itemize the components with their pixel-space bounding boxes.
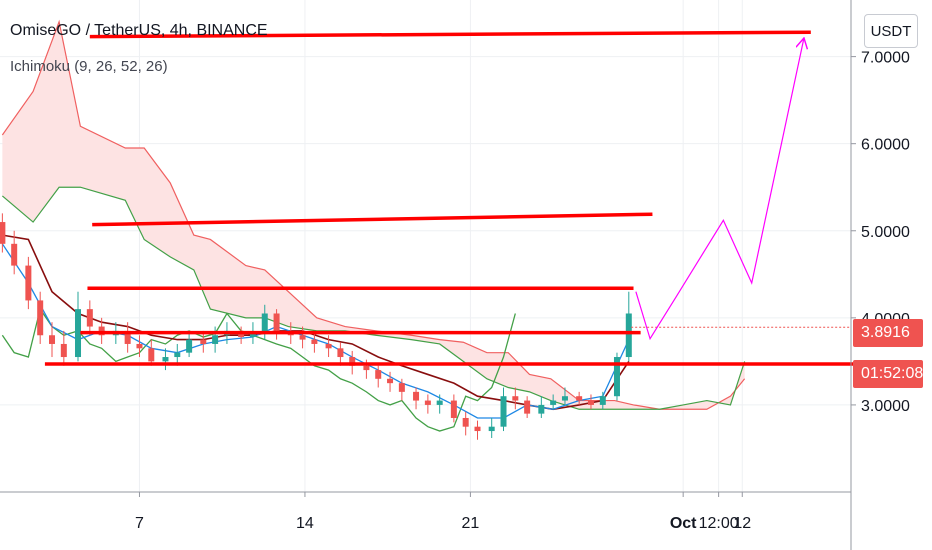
candle-body — [186, 339, 193, 353]
candle-body — [538, 404, 545, 414]
candle-body — [550, 400, 557, 405]
candle-body — [174, 352, 181, 358]
candle-body — [60, 343, 67, 358]
candle-body — [261, 313, 268, 334]
drawn-levels — [44, 30, 906, 366]
candle-body — [387, 378, 394, 384]
candle-body — [86, 309, 93, 327]
candle-body — [273, 313, 280, 331]
candle-body — [124, 330, 131, 344]
candle-body — [424, 400, 431, 405]
x-tick-label: 12 — [733, 515, 751, 532]
candle-body — [524, 400, 531, 414]
candle-body — [325, 343, 332, 349]
candle-body — [398, 383, 405, 392]
candle-body — [162, 357, 169, 362]
level-line — [92, 212, 653, 227]
y-tick-label: 7.0000 — [861, 50, 910, 67]
currency-button[interactable]: USDT — [864, 14, 918, 48]
price-candles — [0, 213, 632, 440]
chart-title: OmiseGO / TetherUS, 4h, BINANCE — [10, 22, 268, 39]
candle-body — [148, 348, 155, 362]
candle-body — [561, 396, 568, 401]
candle-body — [488, 426, 495, 432]
leading-span-a — [1, 19, 746, 410]
candle-body — [136, 343, 143, 349]
candle-body — [450, 400, 457, 418]
candle-body — [37, 300, 44, 336]
last-price-tag: 3.8916 — [853, 319, 923, 347]
candle-body — [311, 339, 318, 344]
candle-body — [212, 335, 219, 344]
indicator-legend[interactable]: Ichimoku (9, 26, 52, 26) — [10, 58, 168, 75]
candle-body — [462, 417, 469, 427]
y-tick-label: 5.0000 — [861, 224, 910, 241]
leading-span-b — [1, 186, 746, 410]
candle-body — [0, 222, 6, 244]
candle-body — [375, 370, 382, 379]
candle-body — [413, 391, 420, 401]
candle-body — [363, 365, 370, 371]
candle-body — [25, 265, 32, 301]
candle-body — [613, 357, 620, 397]
candle-body — [337, 348, 344, 358]
candle-body — [576, 396, 583, 401]
candle-body — [11, 243, 18, 266]
countdown-tag: 01:52:08 — [853, 360, 923, 388]
x-tick-label: Oct — [670, 515, 697, 532]
candle-body — [587, 400, 594, 405]
candle-body — [349, 357, 356, 366]
candle-body — [474, 426, 481, 432]
x-tick-label: 12:00 — [699, 515, 739, 532]
y-tick-label: 3.0000 — [861, 398, 910, 415]
projection-path — [635, 39, 804, 341]
candle-body — [599, 396, 606, 405]
lagging-span — [1, 307, 516, 432]
base-line — [2, 234, 630, 411]
level-line — [89, 30, 811, 39]
candle-body — [436, 400, 443, 405]
y-tick-label: 6.0000 — [861, 137, 910, 154]
candle-body — [200, 339, 207, 344]
candle-body — [299, 335, 306, 340]
x-tick-label: 21 — [462, 515, 480, 532]
x-tick-label: 14 — [296, 515, 314, 532]
candle-body — [49, 335, 56, 344]
candle-body — [512, 396, 519, 401]
projection-line — [635, 39, 804, 341]
candle-body — [500, 396, 507, 427]
x-tick-label: 7 — [135, 515, 144, 532]
candle-body — [249, 333, 256, 337]
candle-body — [625, 313, 632, 358]
candle-body — [75, 309, 82, 358]
